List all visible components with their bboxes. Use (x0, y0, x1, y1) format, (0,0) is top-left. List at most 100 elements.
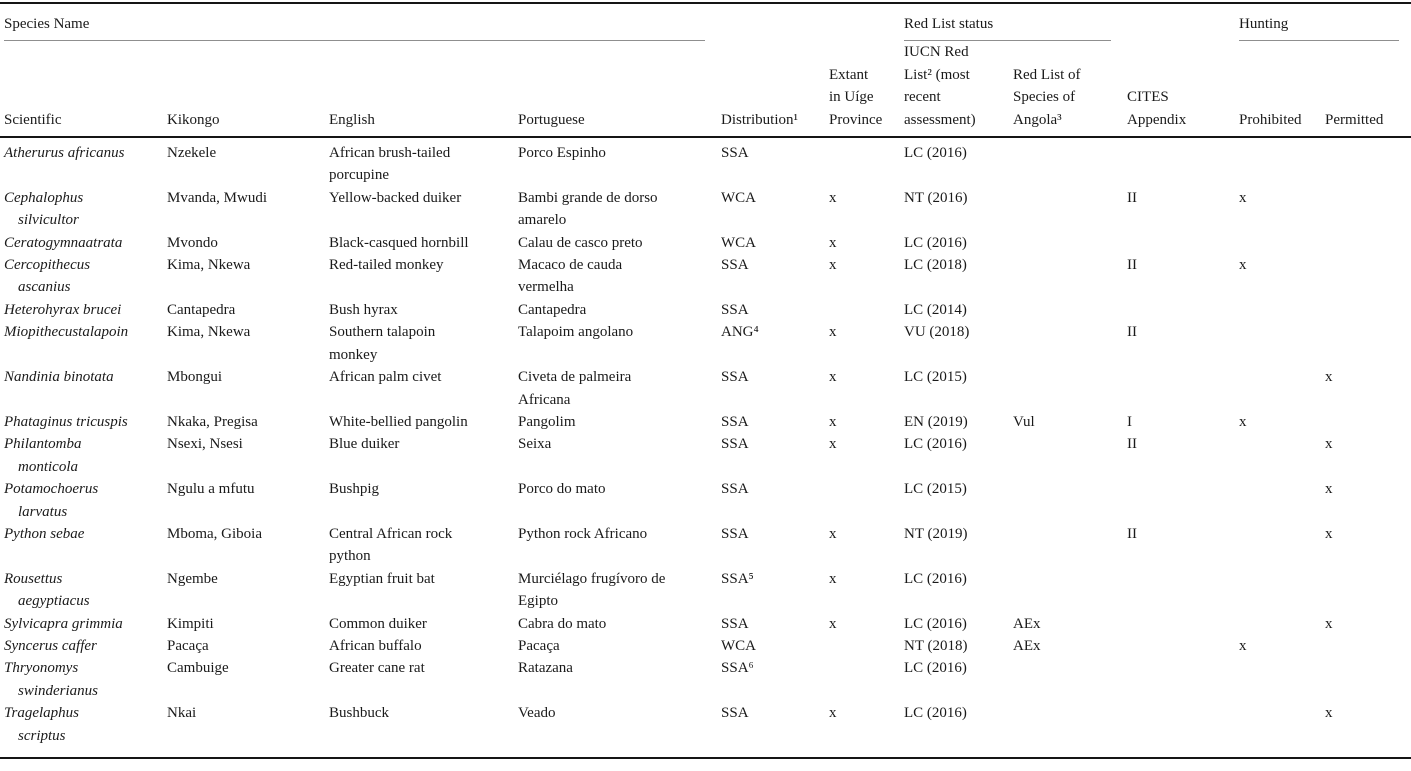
species-row: Cephalophus silvicultor Mvanda, Mwudi Ye… (0, 187, 1411, 232)
cell-scientific: Cercopithecus ascanius (4, 257, 91, 296)
cell-permitted (1321, 411, 1411, 433)
cell-permitted: x (1325, 481, 1333, 498)
species-row: Phataginus tricuspis Nkaka, Pregisa Whit… (0, 411, 1411, 433)
cell-angola-red-list (1009, 433, 1123, 478)
cell-portuguese: Ratazana (518, 660, 573, 677)
cell-iucn: LC (2018) (904, 257, 967, 274)
cell-permitted (1321, 137, 1411, 187)
cell-distribution: SSA (721, 436, 749, 453)
cell-portuguese: Calau de casco preto (518, 234, 643, 251)
cell-english: Bush hyrax (329, 301, 398, 318)
cell-prohibited: x (1239, 413, 1247, 430)
cell-iucn: NT (2018) (904, 637, 968, 654)
cell-portuguese: Cabra do mato (518, 615, 607, 632)
species-row: Philantomba monticola Nsexi, Nsesi Blue … (0, 433, 1411, 478)
cell-distribution: SSA (721, 257, 749, 274)
cell-distribution: SSA (721, 369, 749, 386)
cell-extant: x (829, 705, 837, 722)
cell-scientific: Heterohyrax brucei (4, 301, 122, 318)
cell-prohibited (1235, 299, 1321, 321)
cell-distribution: SSA (721, 615, 749, 632)
cell-distribution: SSA⁵ (721, 570, 754, 587)
cell-kikongo: Mvanda, Mwudi (167, 189, 267, 206)
cell-scientific: Miopithecustalapoin (4, 324, 129, 341)
cell-extant: x (829, 189, 837, 206)
cell-angola-red-list: AEx (1013, 615, 1041, 632)
cell-kikongo: Nkaka, Pregisa (167, 413, 258, 430)
cell-extant: x (829, 257, 837, 274)
cell-iucn: LC (2016) (904, 436, 967, 453)
group-red-list-status: Red List status (900, 3, 1123, 42)
column-header-row: Scientific Kikongo English Portuguese Di… (0, 41, 1411, 139)
cell-english: Blue duiker (329, 436, 400, 453)
cell-cites (1123, 635, 1235, 657)
cell-scientific: Sylvicapra grimmia (4, 615, 123, 632)
cell-extant (825, 137, 900, 187)
cell-portuguese: Cantapedra (518, 301, 587, 318)
species-row: Python sebae Mboma, Giboia Central Afric… (0, 523, 1411, 568)
cell-cites: II (1127, 257, 1138, 274)
col-header-extant-in-uige-province: Extant in Uíge Province (825, 41, 901, 139)
cell-distribution: WCA (721, 189, 757, 206)
cell-english: Greater cane rat (329, 660, 425, 677)
cell-cites (1123, 366, 1235, 411)
cell-cites (1123, 137, 1235, 187)
cell-prohibited (1235, 613, 1321, 635)
species-row: Miopithecustalapoin Kima, Nkewa Southern… (0, 321, 1411, 366)
cell-angola-red-list (1009, 299, 1123, 321)
cell-prohibited: x (1239, 257, 1247, 274)
group-spacer-2 (1123, 3, 1235, 41)
cell-cites: I (1127, 413, 1133, 430)
cell-angola-red-list: Vul (1013, 413, 1035, 430)
col-header-english: English (325, 41, 514, 139)
cell-kikongo: Mboma, Giboia (167, 525, 262, 542)
cell-angola-red-list (1009, 523, 1123, 568)
cell-scientific: Syncerus caffer (4, 637, 97, 654)
cell-portuguese: Seixa (518, 436, 552, 453)
cell-permitted: x (1325, 705, 1333, 722)
cell-portuguese: Murciélago frugívoro de Egipto (518, 570, 666, 610)
cell-prohibited (1235, 433, 1321, 478)
cell-distribution: ANG⁴ (721, 324, 759, 341)
cell-scientific: Phataginus tricuspis (4, 413, 128, 430)
cell-portuguese: Pangolim (518, 413, 576, 430)
cell-kikongo: Nzekele (167, 145, 217, 162)
cell-scientific: Thryonomys swinderianus (4, 660, 99, 699)
species-row: Rousettus aegyptiacus Ngembe Egyptian fr… (0, 568, 1411, 613)
cell-cites (1123, 702, 1235, 758)
cell-permitted (1321, 232, 1411, 254)
cell-english: African buffalo (329, 637, 422, 654)
cell-permitted (1321, 657, 1411, 702)
cell-extant (825, 299, 900, 321)
cell-distribution: SSA (721, 481, 749, 498)
cell-english: Bushbuck (329, 705, 389, 722)
cell-prohibited (1235, 366, 1321, 411)
cell-iucn: NT (2019) (904, 525, 968, 542)
cell-prohibited (1235, 321, 1321, 366)
cell-prohibited (1235, 523, 1321, 568)
cell-angola-red-list (1009, 232, 1123, 254)
cell-angola-red-list: AEx (1013, 637, 1041, 654)
col-header-iucn-red-list: IUCN Red List² (most recent assessment) (900, 41, 1010, 139)
cell-prohibited: x (1239, 637, 1247, 654)
species-row: Potamochoerus larvatus Ngulu a mfutu Bus… (0, 478, 1411, 523)
cell-english: Yellow-backed duiker (329, 189, 462, 206)
cell-extant (825, 657, 900, 702)
cell-angola-red-list (1009, 254, 1123, 299)
cell-cites (1123, 613, 1235, 635)
species-row: Sylvicapra grimmia Kimpiti Common duiker… (0, 613, 1411, 635)
cell-english: Bushpig (329, 481, 380, 498)
cell-scientific: Ceratogymnaatrata (4, 234, 123, 251)
cell-kikongo: Ngulu a mfutu (167, 481, 255, 498)
cell-extant (825, 478, 900, 523)
cell-portuguese: Veado (518, 705, 556, 722)
cell-extant: x (829, 324, 837, 341)
cell-distribution: WCA (721, 637, 757, 654)
cell-scientific: Potamochoerus larvatus (4, 481, 99, 520)
species-row: Ceratogymnaatrata Mvondo Black-casqued h… (0, 232, 1411, 254)
cell-angola-red-list (1009, 137, 1123, 187)
cell-cites (1123, 299, 1235, 321)
cell-iucn: LC (2015) (904, 481, 967, 498)
cell-angola-red-list (1009, 321, 1123, 366)
